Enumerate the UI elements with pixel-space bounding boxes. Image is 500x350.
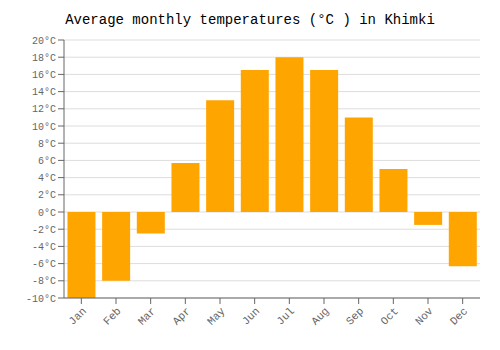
svg-text:0°C: 0°C <box>38 208 56 219</box>
svg-text:16°C: 16°C <box>32 70 56 81</box>
svg-text:Oct: Oct <box>378 305 400 327</box>
svg-text:-6°C: -6°C <box>32 259 56 270</box>
svg-text:Jul: Jul <box>274 305 296 327</box>
svg-text:20°C: 20°C <box>32 36 56 47</box>
svg-text:Jan: Jan <box>66 305 88 327</box>
svg-text:Sep: Sep <box>344 305 366 327</box>
svg-text:4°C: 4°C <box>38 173 56 184</box>
svg-text:Jun: Jun <box>240 305 262 327</box>
svg-text:10°C: 10°C <box>32 122 56 133</box>
svg-text:Feb: Feb <box>101 305 123 327</box>
svg-text:-2°C: -2°C <box>32 225 56 236</box>
html-text:Average monthly temperatures (: Average monthly temperatures (°C ) in Kh… <box>65 12 435 28</box>
svg-text:18°C: 18°C <box>32 53 56 64</box>
svg-text:-8°C: -8°C <box>32 276 56 287</box>
svg-text:Mar: Mar <box>136 305 158 327</box>
svg-text:14°C: 14°C <box>32 87 56 98</box>
svg-text:Dec: Dec <box>448 305 470 327</box>
svg-text:Aug: Aug <box>309 305 331 327</box>
svg-text:May: May <box>205 305 228 328</box>
svg-text:Apr: Apr <box>170 305 192 327</box>
svg-text:6°C: 6°C <box>38 156 56 167</box>
svg-text:-10°C: -10°C <box>26 294 56 305</box>
svg-text:-4°C: -4°C <box>32 242 56 253</box>
svg-text:12°C: 12°C <box>32 104 56 115</box>
svg-text:2°C: 2°C <box>38 190 56 201</box>
svg-text:Nov: Nov <box>413 305 436 328</box>
svg-text:8°C: 8°C <box>38 139 56 150</box>
